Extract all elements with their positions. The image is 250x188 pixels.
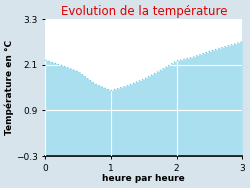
Title: Evolution de la température: Evolution de la température <box>60 5 227 18</box>
X-axis label: heure par heure: heure par heure <box>102 174 185 183</box>
Y-axis label: Température en °C: Température en °C <box>5 40 14 135</box>
